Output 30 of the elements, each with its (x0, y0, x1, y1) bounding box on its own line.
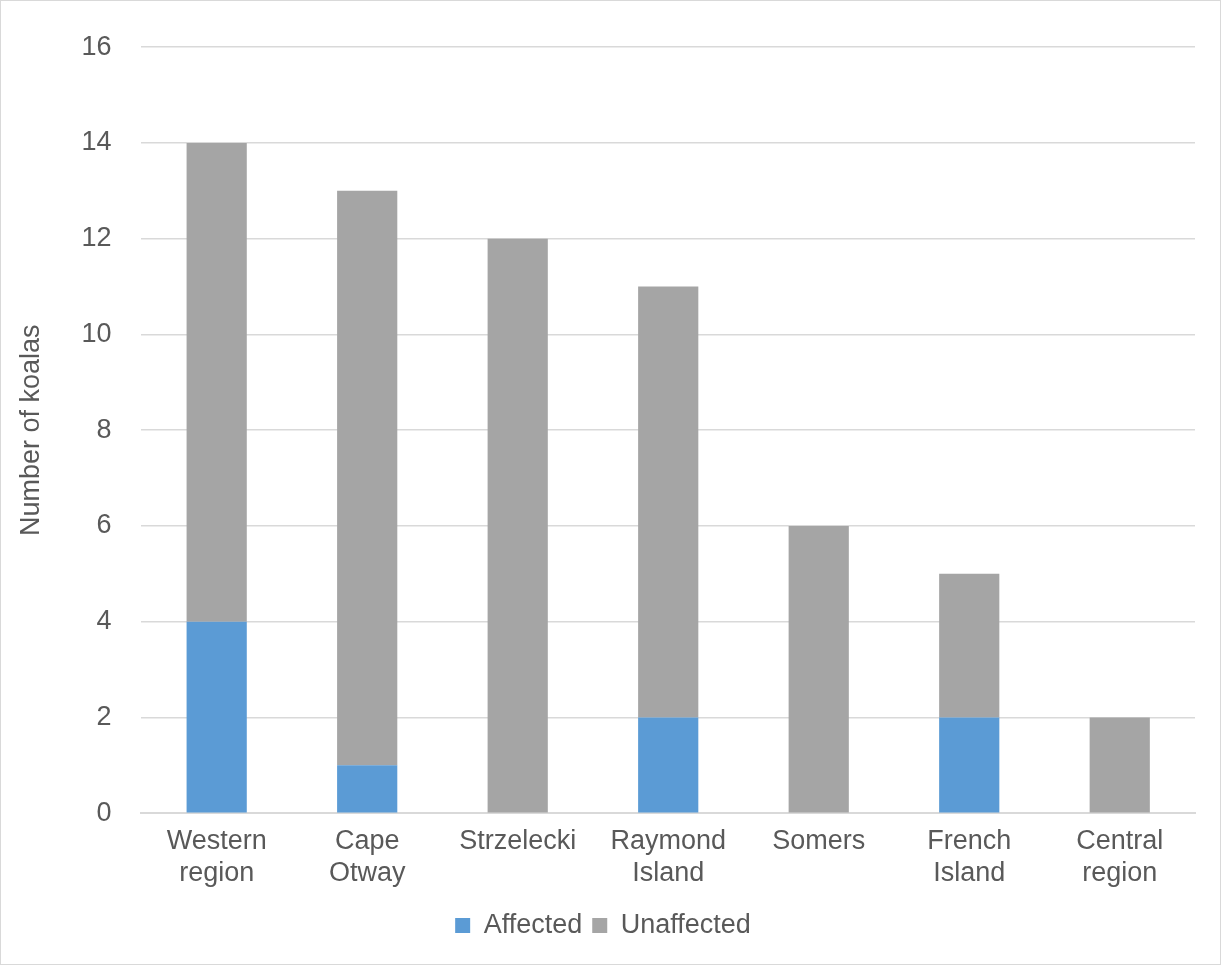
bar (186, 142, 247, 622)
bar (788, 525, 849, 813)
bar (186, 621, 247, 813)
bar (638, 717, 699, 813)
bar (337, 765, 398, 813)
bar (487, 238, 548, 813)
x-tick-label: Western region (166, 824, 267, 888)
y-tick-label: 2 (96, 700, 112, 731)
y-tick-label: 6 (96, 509, 112, 540)
x-tick-label: French Island (927, 824, 1012, 888)
legend-label: Unaffected (620, 908, 751, 939)
y-tick-label: 0 (96, 796, 112, 827)
x-tick-label: Raymond Island (610, 824, 726, 888)
bar (1089, 717, 1150, 813)
y-tick-label: 14 (81, 126, 112, 157)
x-tick-label: Somers (772, 824, 866, 855)
x-tick-label: Central region (1076, 824, 1164, 888)
x-tick-label: Cape Otway (328, 824, 406, 888)
y-tick-label: 16 (81, 30, 112, 61)
x-tick-label: Strzelecki (459, 824, 577, 855)
bar (939, 717, 1000, 813)
y-axis-title: Number of koalas (14, 324, 45, 536)
bar (939, 573, 1000, 718)
bar (638, 286, 699, 718)
bar (337, 190, 398, 766)
y-tick-label: 10 (81, 317, 112, 348)
y-tick-label: 4 (96, 605, 112, 636)
legend-label: Affected (483, 908, 583, 939)
y-tick-label: 12 (81, 222, 112, 253)
y-tick-label: 8 (96, 413, 112, 444)
